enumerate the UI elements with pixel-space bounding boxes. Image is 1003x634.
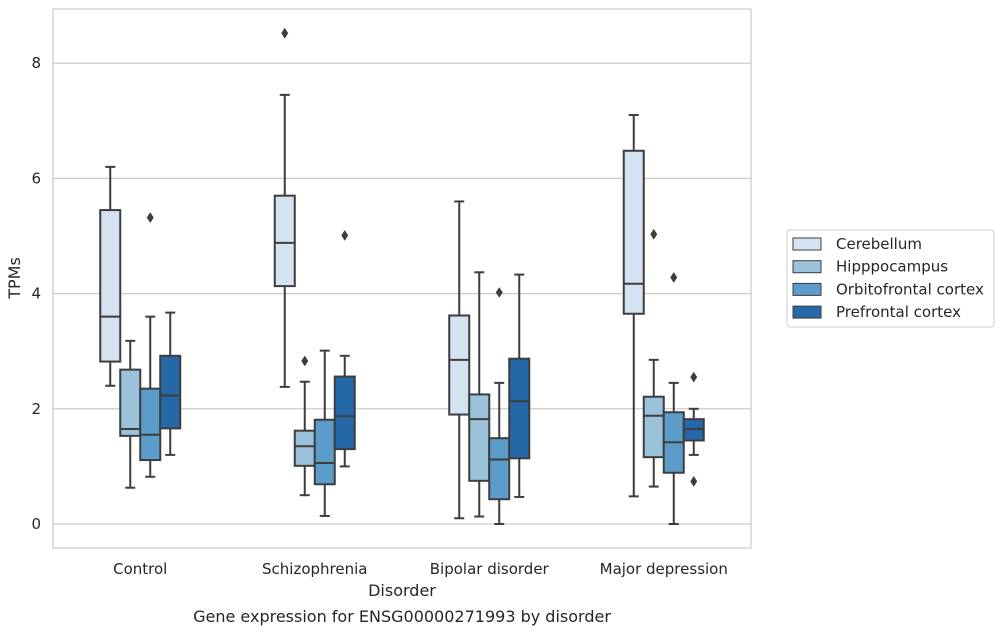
legend-swatch-orbitofrontal-cortex xyxy=(792,282,822,296)
legend-label-cerebellum: Cerebellum xyxy=(836,235,922,253)
box-body xyxy=(448,314,471,416)
box-body xyxy=(273,194,296,288)
x-tick-label-control: Control xyxy=(113,560,167,578)
box-body xyxy=(508,357,531,460)
legend-swatch-prefrontal-cortex xyxy=(792,305,822,319)
y-axis-title: TPMs xyxy=(5,257,24,300)
legend-label-hipppocampus: Hipppocampus xyxy=(836,258,948,276)
legend: Cerebellum Hipppocampus Orbitofrontal cort… xyxy=(786,229,995,328)
x-tick-label-schizophrenia: Schizophrenia xyxy=(262,560,367,578)
box-body xyxy=(119,368,142,437)
box-cerebellum-schizophrenia xyxy=(273,27,296,388)
x-ticks: Control Schizophrenia Bipolar disorder Majo… xyxy=(113,560,728,578)
legend-swatch-hipppocampus xyxy=(792,260,822,274)
box-prefrontal-cortex-bipolar-disorder xyxy=(508,273,531,498)
x-tick-label-bipolar-disorder: Bipolar disorder xyxy=(430,560,550,578)
legend-label-orbitofrontal-cortex: Orbitofrontal cortex xyxy=(836,280,984,298)
outlier-point xyxy=(495,286,503,298)
plot-background xyxy=(53,9,751,548)
box-body xyxy=(159,354,182,430)
box-orbitofrontal-cortex-bipolar-disorder xyxy=(488,286,511,525)
box-prefrontal-cortex-major-depression xyxy=(682,371,705,487)
box-body xyxy=(293,429,316,467)
outlier-point xyxy=(301,355,309,367)
y-ticks: 0 2 4 6 8 xyxy=(31,54,41,533)
box-prefrontal-cortex-control xyxy=(159,311,182,456)
outlier-point xyxy=(690,371,698,383)
box-cerebellum-bipolar-disorder xyxy=(448,200,471,520)
legend-label-prefrontal-cortex: Prefrontal cortex xyxy=(836,303,961,321)
y-tick-label-2: 2 xyxy=(31,400,41,418)
outlier-point xyxy=(650,228,658,240)
outlier-point xyxy=(341,229,349,241)
box-body xyxy=(313,418,336,486)
y-tick-label-8: 8 xyxy=(31,54,41,72)
box-cerebellum-major-depression xyxy=(622,114,645,498)
figure-caption: Gene expression for ENSG00000271993 by d… xyxy=(193,607,611,626)
plot-frame xyxy=(52,8,752,549)
legend-frame xyxy=(786,229,995,328)
outlier-point xyxy=(670,272,678,283)
box-cerebellum-control xyxy=(99,165,122,387)
box-body xyxy=(99,209,122,363)
box-body xyxy=(488,437,511,501)
box-body xyxy=(468,393,491,482)
legend-swatch-cerebellum xyxy=(792,237,822,251)
y-tick-label-6: 6 xyxy=(31,169,41,187)
box-orbitofrontal-cortex-control xyxy=(139,212,162,478)
box-hipppocampus-major-depression xyxy=(642,228,665,488)
y-tick-label-0: 0 xyxy=(31,515,41,533)
box-orbitofrontal-cortex-major-depression xyxy=(662,272,685,525)
box-orbitofrontal-cortex-schizophrenia xyxy=(313,349,336,517)
box-body xyxy=(642,395,665,459)
x-axis-title: Disorder xyxy=(368,581,436,600)
y-tick-label-4: 4 xyxy=(31,285,41,303)
box-body xyxy=(139,387,162,462)
outlier-point xyxy=(146,212,154,224)
box-prefrontal-cortex-schizophrenia xyxy=(333,229,356,468)
box-body xyxy=(622,149,645,315)
boxes xyxy=(99,27,705,525)
x-tick-label-major-depression: Major depression xyxy=(600,560,728,578)
box-body xyxy=(333,375,356,451)
box-hipppocampus-schizophrenia xyxy=(293,355,316,497)
outlier-point xyxy=(690,475,698,487)
outlier-point xyxy=(281,27,289,39)
